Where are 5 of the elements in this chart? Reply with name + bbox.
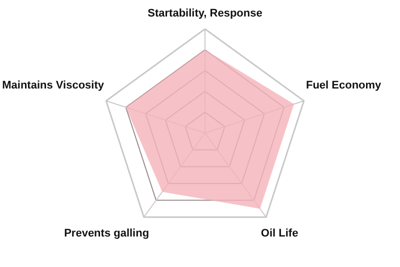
spoke-label: Oil Life bbox=[260, 228, 298, 240]
spoke-label: Fuel Economy bbox=[306, 79, 382, 92]
spoke-label: Startability, Response bbox=[148, 8, 262, 20]
spoke-label: Maintains Viscosity bbox=[2, 79, 105, 92]
spoke-label: Prevents galling bbox=[64, 228, 150, 240]
